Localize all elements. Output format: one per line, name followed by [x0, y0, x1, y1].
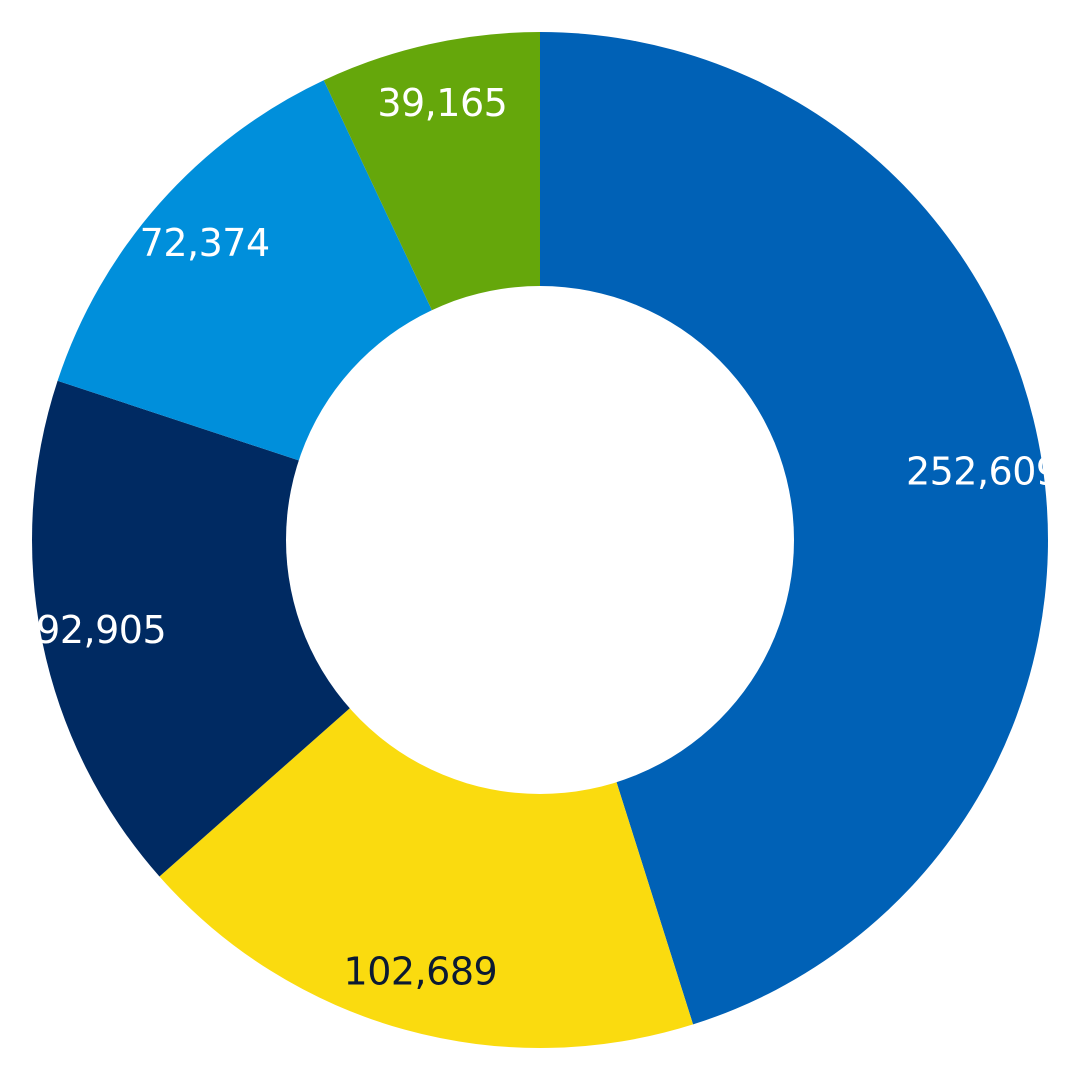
- slice-label-1: 102,689: [344, 950, 498, 994]
- slice-label-3: 72,374: [140, 221, 270, 265]
- slice-label-4: 39,165: [377, 81, 507, 125]
- slice-0: [540, 32, 1049, 1025]
- donut-hole: [286, 286, 794, 794]
- slice-labels: 252,609 102,689 92,905 72,374 39,165: [36, 81, 1060, 994]
- slice-label-2: 92,905: [36, 608, 166, 652]
- slice-label-0: 252,609: [906, 450, 1060, 494]
